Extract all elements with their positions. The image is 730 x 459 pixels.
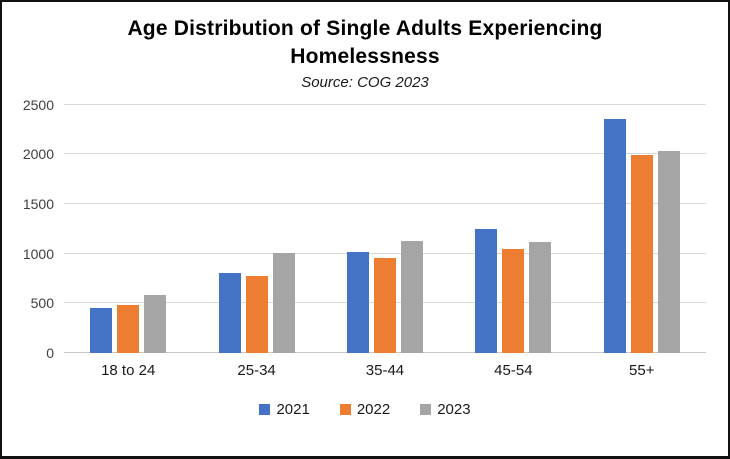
x-category-label: 55+ bbox=[629, 361, 655, 379]
legend-item-2023: 2023 bbox=[420, 400, 471, 418]
y-tick-label: 2500 bbox=[22, 96, 54, 113]
x-axis: 18 to 24 25-34 35-44 45-54 55+ bbox=[64, 362, 728, 379]
chart-title: Age Distribution of Single Adults Experi… bbox=[127, 17, 603, 69]
legend: 2021 2022 2023 bbox=[2, 401, 728, 418]
bar-group-35-44 bbox=[333, 105, 437, 353]
legend-label: 2023 bbox=[437, 400, 471, 418]
legend-label: 2021 bbox=[276, 400, 310, 418]
x-category-label: 25-34 bbox=[237, 361, 276, 379]
y-tick-label: 1000 bbox=[22, 245, 54, 262]
bar-2021 bbox=[346, 251, 369, 353]
legend-item-2021: 2021 bbox=[259, 400, 310, 418]
bar-group-25-34 bbox=[205, 105, 309, 353]
y-tick-label: 2000 bbox=[22, 146, 54, 163]
y-tick-label: 1500 bbox=[22, 195, 54, 212]
legend-swatch-2022 bbox=[339, 403, 351, 415]
bar-group-18-to-24 bbox=[76, 105, 180, 353]
bar-2022 bbox=[373, 258, 396, 353]
chart-body: 0 500 1000 1500 2000 2500 bbox=[2, 97, 728, 361]
legend-swatch-2023 bbox=[420, 403, 432, 415]
bar-group-45-54 bbox=[461, 105, 565, 353]
bar-group-55+ bbox=[590, 105, 694, 353]
bar-2023 bbox=[144, 294, 167, 353]
bar-2022 bbox=[630, 155, 653, 353]
x-category-label: 45-54 bbox=[494, 361, 533, 379]
plot-area bbox=[64, 103, 706, 353]
bar-2023 bbox=[657, 151, 680, 353]
bar-2022 bbox=[117, 304, 140, 353]
gridline bbox=[64, 202, 706, 204]
bar-2022 bbox=[502, 248, 525, 353]
bar-2022 bbox=[245, 276, 268, 353]
legend-item-2022: 2022 bbox=[339, 400, 391, 418]
bar-2023 bbox=[529, 241, 552, 353]
bar-2021 bbox=[475, 228, 498, 353]
chart-subtitle: Source: COG 2023 bbox=[301, 73, 429, 91]
bar-2021 bbox=[218, 273, 241, 353]
x-category-label: 35-44 bbox=[365, 361, 405, 379]
legend-swatch-2021 bbox=[259, 403, 271, 415]
x-category-label: 18 to 24 bbox=[101, 361, 156, 379]
gridline bbox=[64, 103, 706, 105]
bar-2021 bbox=[603, 119, 626, 353]
bar-2023 bbox=[400, 240, 423, 353]
gridline bbox=[64, 252, 706, 254]
bar-groups bbox=[64, 105, 706, 353]
y-axis: 0 500 1000 1500 2000 2500 bbox=[2, 97, 64, 361]
gridline bbox=[64, 153, 706, 155]
y-tick-label: 500 bbox=[30, 295, 54, 312]
y-tick-label: 0 bbox=[46, 344, 54, 361]
legend-label: 2022 bbox=[356, 400, 391, 418]
bar-2021 bbox=[90, 308, 113, 353]
bar-2023 bbox=[272, 253, 295, 353]
